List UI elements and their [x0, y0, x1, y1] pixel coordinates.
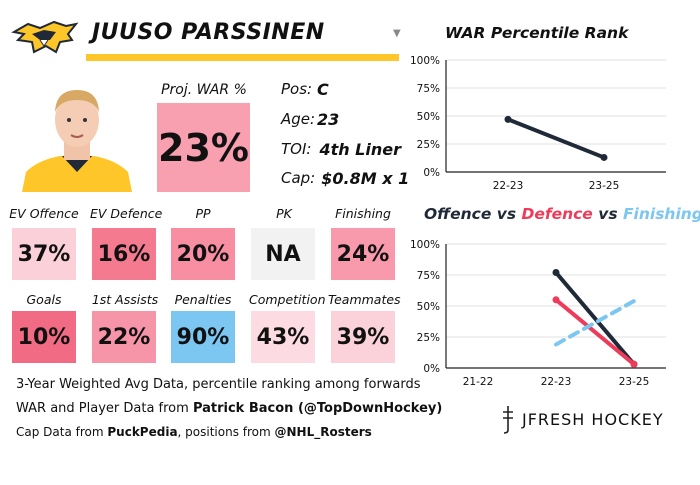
stat-box-ev-defence: 16%: [92, 228, 156, 280]
brand-name: JFRESH HOCKEY: [522, 409, 664, 429]
stat-box-1st-assists: 22%: [92, 311, 156, 363]
stat-label-competition: Competition: [249, 292, 326, 307]
info-value: C: [317, 80, 329, 99]
stat-box-competition: 43%: [251, 311, 315, 363]
footer-text: , positions from: [177, 425, 275, 439]
y-tick-label: 50%: [417, 301, 440, 313]
y-tick-label: 75%: [417, 270, 440, 282]
stat-label-ev-offence: EV Offence: [9, 206, 79, 221]
stat-label-ev-defence: EV Defence: [90, 206, 163, 221]
series-point-war: [600, 153, 608, 161]
series-line-war: [506, 117, 606, 160]
info-label: Age:: [281, 110, 316, 128]
offence-defence-finishing-chart: 0% 25% 50% 75% 100% 21-22 22-23 23-25: [410, 239, 666, 388]
stat-box-ev-offence: 37%: [12, 228, 76, 280]
chart-title-part: vs: [491, 205, 522, 223]
x-tick-label: 22-23: [493, 180, 524, 192]
y-tick-label: 50%: [417, 111, 440, 123]
x-tick-label: 22-23: [541, 376, 572, 388]
stat-label-goals: Goals: [26, 292, 62, 307]
chevron-down-icon[interactable]: ▼: [393, 28, 401, 39]
footer-source: PuckPedia: [107, 425, 178, 439]
player-headshot: [22, 90, 132, 192]
series-point-war: [504, 115, 512, 123]
chart-title-off-def-fin: Offence vs Defence vs Finishing: [424, 205, 700, 223]
proj-war-label: Proj. WAR %: [161, 82, 247, 98]
y-tick-label: 0%: [423, 167, 440, 179]
stat-label-pk: PK: [276, 206, 292, 221]
chart-title-war: WAR Percentile Rank: [445, 24, 629, 42]
stat-box-pk: NA: [251, 228, 315, 280]
x-tick-label: 23-25: [619, 376, 650, 388]
proj-war-value: 23%: [157, 103, 250, 192]
chart-title-part: Finishing: [622, 205, 700, 223]
y-tick-label: 75%: [417, 83, 440, 95]
series-point-defence: [630, 360, 638, 368]
jfresh-brand: JFRESH HOCKEY: [500, 404, 664, 434]
war-percentile-chart: 0% 25% 50% 75% 100% 22-23 23-25: [410, 55, 666, 192]
chart-title-part: Offence: [424, 205, 492, 223]
info-pos: Pos: C: [281, 80, 401, 102]
info-label: TOI:: [281, 140, 312, 158]
info-value: 23: [317, 110, 340, 129]
name-underline: [86, 54, 399, 61]
jfresh-logo-icon: [503, 406, 513, 434]
footer-text: Cap Data from: [16, 425, 108, 439]
x-tick-label: 23-25: [589, 180, 620, 192]
stat-label-pp: PP: [195, 206, 211, 221]
stat-box-goals: 10%: [12, 311, 76, 363]
series-line-finishing: [554, 299, 636, 347]
footer-line-2: WAR and Player Data from Patrick Bacon (…: [16, 401, 442, 416]
stat-box-finishing: 24%: [331, 228, 395, 280]
series-line-defence: [554, 297, 636, 367]
info-toi: TOI: 4th Liner: [281, 140, 401, 162]
footer-line-3: Cap Data from PuckPedia, positions from …: [16, 425, 372, 439]
y-tick-label: 100%: [410, 55, 440, 67]
chart-title-part: Defence: [521, 205, 593, 223]
y-tick-label: 25%: [417, 139, 440, 151]
predators-logo: [11, 20, 79, 54]
info-cap: Cap: $0.8M x 1: [281, 169, 409, 191]
info-label: Cap:: [281, 169, 316, 187]
stat-label-teammates: Teammates: [328, 292, 401, 307]
footer-source: @NHL_Rosters: [274, 425, 372, 439]
footer-source: Patrick Bacon (@TopDownHockey): [192, 401, 443, 416]
player-name: JUUSO PARSSINEN: [92, 20, 325, 45]
info-label: Pos:: [281, 80, 313, 98]
info-value: $0.8M x 1: [321, 169, 410, 188]
chart-title-part: vs: [592, 205, 623, 223]
footer-line-1: 3-Year Weighted Avg Data, percentile ran…: [16, 377, 421, 392]
y-tick-label: 25%: [417, 332, 440, 344]
y-tick-label: 100%: [410, 239, 440, 251]
footer-text: WAR and Player Data from: [16, 401, 193, 416]
stat-label-1st-assists: 1st Assists: [91, 292, 159, 307]
stat-box-teammates: 39%: [331, 311, 395, 363]
stat-box-pp: 20%: [171, 228, 235, 280]
series-point-offence: [552, 269, 560, 277]
series-point-defence: [552, 296, 560, 304]
x-tick-label: 21-22: [463, 376, 494, 388]
stat-label-finishing: Finishing: [335, 206, 391, 221]
y-tick-label: 0%: [423, 363, 440, 375]
series-line-offence: [554, 270, 636, 367]
stat-box-penalties: 90%: [171, 311, 235, 363]
info-age: Age: 23: [281, 110, 401, 132]
info-value: 4th Liner: [319, 140, 401, 159]
stat-label-penalties: Penalties: [174, 292, 232, 307]
